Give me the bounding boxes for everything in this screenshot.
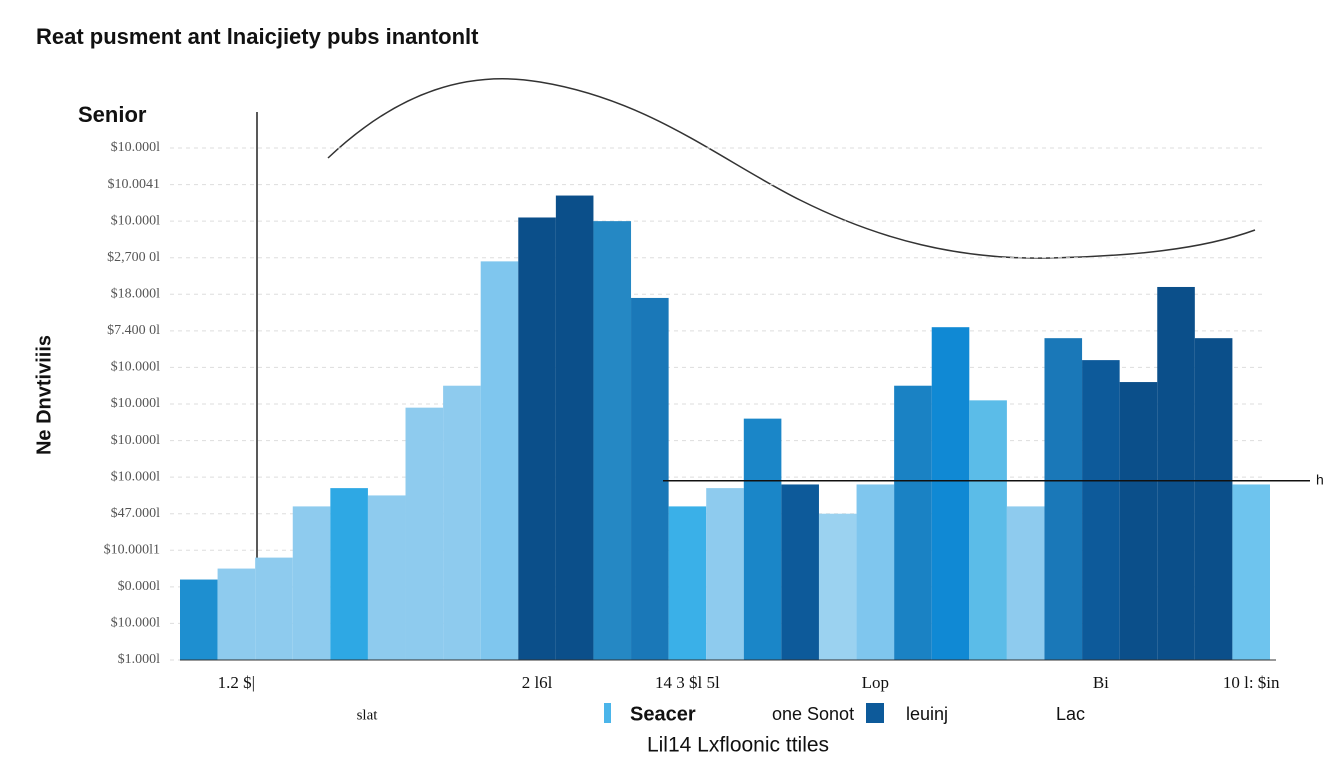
legend-label: Seacer (630, 703, 696, 725)
x-tick-label: Bi (1093, 673, 1109, 692)
y-tick-label: $7.400 0l (107, 323, 160, 338)
bar (818, 513, 857, 660)
bar (518, 217, 556, 660)
bar (631, 297, 669, 660)
chart-title: Reat pusment ant lnaicjiety pubs inanton… (36, 24, 479, 49)
legend-label: one Sonot (772, 704, 854, 724)
y-tick-label: $10.000l (111, 360, 161, 375)
y-tick-label: $10.000l (111, 396, 161, 411)
y-tick-label: $10.0041 (108, 177, 161, 192)
x-label: Lil14 Lxfloonic ttiles (647, 734, 829, 757)
y-label: Ne Dnvtiviiis (33, 335, 55, 455)
bar (668, 506, 707, 660)
subtitle: slat (357, 707, 379, 723)
x-tick-label: 10 l: $in (1223, 673, 1280, 692)
reference-label: h (1316, 472, 1324, 488)
bar (443, 385, 481, 660)
bar (1232, 484, 1270, 660)
y-tick-label: $10.000l (111, 616, 161, 631)
x-tick-label: Lop (862, 673, 889, 692)
bar (217, 568, 256, 660)
bar (781, 484, 819, 660)
bar (856, 484, 895, 660)
bar (1082, 360, 1120, 660)
y-tick-label: $2,700 0l (107, 250, 160, 265)
legend-label: Lac (1056, 704, 1085, 724)
bar (367, 495, 406, 660)
y-tick-label: $10.000l (111, 469, 161, 484)
bar (555, 195, 594, 661)
bar (1157, 286, 1195, 660)
legend-label: leuinj (906, 704, 948, 724)
bar (480, 261, 519, 660)
bar (743, 418, 782, 660)
bar (255, 557, 293, 660)
y-axis-title: Senior (78, 102, 147, 127)
bar (931, 327, 970, 660)
legend-swatch (866, 703, 884, 723)
bar (706, 488, 744, 660)
y-tick-label: $10.000l (111, 213, 161, 228)
x-tick-label: 1.2 $| (218, 673, 255, 692)
y-tick-label: $10.000l (111, 140, 161, 155)
bar (1006, 506, 1045, 660)
bar (1194, 338, 1233, 660)
bar (593, 221, 632, 660)
y-tick-label: $10.000l1 (104, 543, 160, 558)
y-tick-label: $0.000l (118, 579, 161, 594)
y-tick-label: $18.000l (111, 287, 161, 302)
bar (1044, 338, 1083, 660)
bar (180, 579, 218, 660)
bar (292, 506, 331, 660)
bar (330, 488, 368, 660)
bar (1119, 382, 1158, 660)
y-tick-label: $10.000l (111, 433, 161, 448)
x-tick-label: 2 l6l (522, 673, 553, 692)
legend-swatch (604, 703, 611, 723)
sketch-curve (327, 77, 1256, 259)
bar (894, 385, 932, 660)
bar (405, 407, 444, 660)
x-tick-label: 14 3 $l 5l (655, 673, 720, 692)
bar (969, 400, 1007, 660)
y-tick-label: $1.000l (118, 652, 161, 667)
y-tick-label: $47.000l (111, 506, 161, 521)
